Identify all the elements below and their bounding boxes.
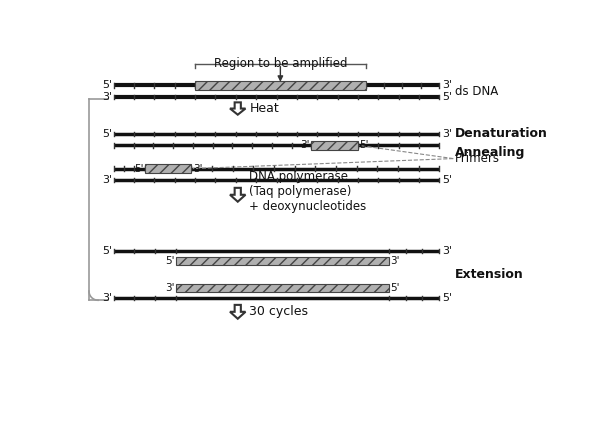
Text: 3': 3' bbox=[301, 140, 310, 150]
Text: 5': 5' bbox=[102, 80, 112, 90]
Text: 3': 3' bbox=[164, 283, 174, 293]
Text: 5': 5' bbox=[102, 246, 112, 256]
Polygon shape bbox=[230, 305, 245, 319]
Text: 3': 3' bbox=[442, 246, 452, 256]
Text: 5': 5' bbox=[442, 175, 452, 185]
Bar bbox=[176, 257, 389, 265]
Bar bbox=[311, 141, 358, 150]
Text: 3': 3' bbox=[102, 293, 112, 303]
Text: 3': 3' bbox=[391, 256, 400, 266]
Text: 5': 5' bbox=[164, 256, 174, 266]
Text: 5': 5' bbox=[442, 92, 452, 102]
Text: 5': 5' bbox=[442, 293, 452, 303]
Text: Extension: Extension bbox=[455, 268, 523, 281]
Text: 5': 5' bbox=[102, 129, 112, 139]
Bar bbox=[176, 284, 389, 292]
Text: Region to be amplified: Region to be amplified bbox=[214, 57, 347, 70]
Text: 5': 5' bbox=[359, 140, 369, 150]
Text: 3': 3' bbox=[102, 175, 112, 185]
Text: DNA polymerase
(Taq polymerase)
+ deoxynucleotides: DNA polymerase (Taq polymerase) + deoxyn… bbox=[250, 170, 367, 213]
Text: 30 cycles: 30 cycles bbox=[250, 305, 308, 318]
Bar bbox=[195, 81, 365, 90]
Text: Denaturation: Denaturation bbox=[455, 127, 548, 140]
Text: 3': 3' bbox=[442, 129, 452, 139]
Text: 5': 5' bbox=[391, 283, 400, 293]
Bar bbox=[145, 164, 191, 173]
Text: Primers: Primers bbox=[455, 152, 500, 165]
Polygon shape bbox=[230, 188, 245, 202]
Text: 3': 3' bbox=[442, 80, 452, 90]
Text: ds DNA: ds DNA bbox=[455, 85, 498, 98]
Polygon shape bbox=[230, 102, 245, 115]
Text: 3': 3' bbox=[102, 92, 112, 102]
Text: Annealing: Annealing bbox=[455, 146, 525, 159]
Text: 3': 3' bbox=[193, 164, 202, 174]
Text: Heat: Heat bbox=[250, 102, 279, 115]
Text: 5': 5' bbox=[134, 164, 143, 174]
